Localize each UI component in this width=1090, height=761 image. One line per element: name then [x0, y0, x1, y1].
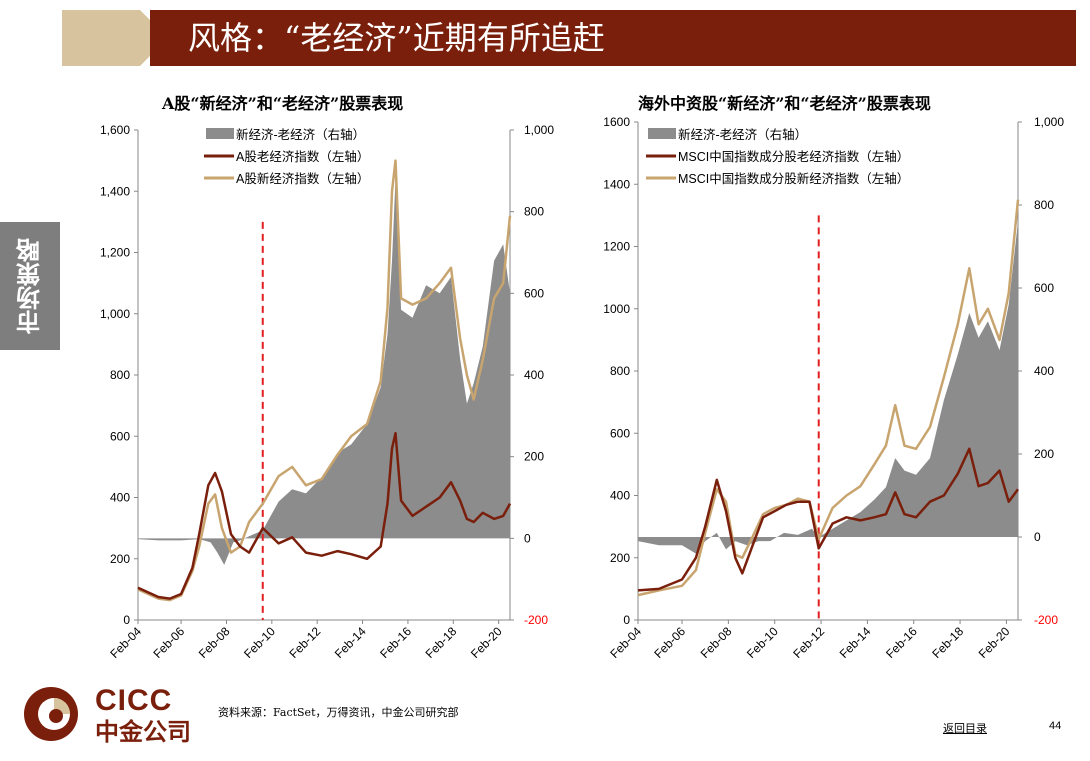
right-tick-label: 400: [524, 368, 544, 382]
legend-label: A股新经济指数（左轴）: [236, 171, 369, 186]
x-tick-label: Feb-16: [377, 624, 414, 661]
x-tick-label: Feb-04: [107, 624, 144, 661]
right-tick-label: 600: [524, 286, 544, 300]
series-area-diff: [638, 221, 1018, 554]
left-tick-label: 1,400: [100, 184, 130, 198]
left-tick-label: 200: [110, 552, 130, 566]
series-line-new-economy: [137, 159, 512, 602]
left-tick-label: 1200: [603, 240, 630, 254]
right-tick-label: 1,000: [1034, 115, 1064, 129]
right-tick-label: 200: [1034, 447, 1054, 461]
chart-svg: 1,600 1,400 1,200 1,000 800 600 400 200 0 1,000 80…: [100, 123, 554, 661]
x-tick-label: Feb-18: [423, 624, 460, 661]
left-tick-label: 1,000: [100, 307, 130, 321]
right-tick-label: 200: [524, 450, 544, 464]
x-tick-label: Feb-18: [929, 624, 966, 661]
logo-text-cn: 中金公司: [95, 718, 191, 746]
x-tick-label: Feb-14: [837, 624, 874, 661]
right-tick-label: 600: [1034, 281, 1054, 295]
series-area-diff: [138, 179, 510, 565]
x-tick-label: Feb-10: [744, 624, 781, 661]
section-label: 市场策略: [15, 238, 45, 334]
right-tick-label: 400: [1034, 364, 1054, 378]
legend-swatch-area: [206, 128, 234, 139]
legend-label: A股老经济指数（左轴）: [236, 149, 369, 164]
x-tick-label: Feb-08: [698, 624, 735, 661]
left-tick-label: 1000: [603, 302, 630, 316]
x-tick-label: Feb-10: [241, 624, 278, 661]
page-number: 44: [1049, 720, 1062, 732]
right-tick-label: 0: [524, 531, 531, 545]
right-tick-label: 1,000: [524, 123, 554, 137]
left-tick-label: 1600: [603, 115, 630, 129]
chart-a-share: A股“新经济”和“老经济”股票表现 1,600 1,400 1,200 1,000 80…: [72, 90, 572, 690]
left-tick-label: 1400: [603, 177, 630, 191]
left-tick-label: 400: [110, 491, 130, 505]
chart-overseas: 海外中资股“新经济”和“老经济”股票表现 1600 1400 1200 1000 800…: [582, 90, 1087, 690]
source-note: 资料来源：FactSet，万得资讯，中金公司研究部: [218, 706, 459, 719]
left-tick-label: 800: [610, 364, 630, 378]
left-tick-label: 0: [623, 613, 630, 627]
left-tick-label: 200: [610, 551, 630, 565]
left-tick-label: 800: [110, 368, 130, 382]
x-tick-label: Feb-04: [607, 624, 644, 661]
legend-label: 新经济-老经济（右轴）: [678, 127, 807, 142]
right-tick-label: -200: [1034, 613, 1058, 627]
left-tick-label: 0: [123, 613, 130, 627]
chart-svg: 1600 1400 1200 1000 800 600 400 200 0 1,000 800 600…: [603, 115, 1064, 661]
chart-title: A股“新经济”和“老经济”股票表现: [162, 94, 404, 113]
right-tick-label: 800: [524, 205, 544, 219]
section-sidebar: 市场策略: [0, 222, 60, 350]
x-tick-label: Feb-12: [287, 624, 324, 661]
x-tick-label: Feb-20: [976, 624, 1013, 661]
left-tick-label: 600: [110, 429, 130, 443]
header-tab: [62, 10, 140, 66]
x-tick-label: Feb-08: [196, 624, 233, 661]
x-tick-label: Feb-12: [790, 624, 827, 661]
right-tick-label: -200: [524, 613, 548, 627]
x-tick-label: Feb-14: [332, 624, 369, 661]
series-line-old-economy: [637, 447, 1019, 592]
left-tick-label: 600: [610, 426, 630, 440]
right-tick-label: 0: [1034, 530, 1041, 544]
logo-text-en: CICC: [95, 684, 173, 717]
left-tick-label: 400: [610, 489, 630, 503]
x-tick-label: Feb-20: [468, 624, 505, 661]
legend-label: 新经济-老经济（右轴）: [236, 127, 365, 142]
x-tick-label: Feb-16: [883, 624, 920, 661]
series-line-old-economy: [137, 431, 512, 600]
left-tick-label: 1,200: [100, 246, 130, 260]
back-to-contents-link[interactable]: 返回目录: [943, 722, 987, 735]
x-tick-label: Feb-06: [651, 624, 688, 661]
legend-label: MSCI中国指数成分股老经济指数（左轴）: [678, 149, 909, 164]
right-tick-label: 800: [1034, 198, 1054, 212]
x-tick-label: Feb-06: [150, 624, 187, 661]
page-title: 风格：“老经济”近期有所追赶: [188, 19, 605, 57]
header-bar: [150, 10, 1076, 66]
legend-label: MSCI中国指数成分股新经济指数（左轴）: [678, 171, 909, 186]
cicc-logo-icon: [24, 687, 78, 741]
left-tick-label: 1,600: [100, 123, 130, 137]
legend-swatch-area: [648, 128, 676, 139]
chart-title: 海外中资股“新经济”和“老经济”股票表现: [638, 94, 931, 113]
